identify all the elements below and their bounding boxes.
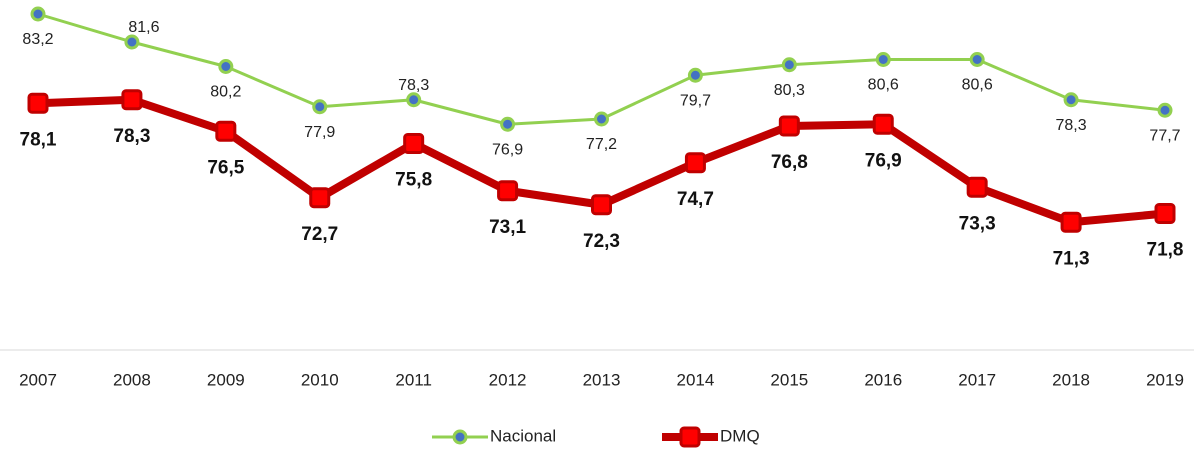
point <box>403 133 425 154</box>
data-label: 76,5 <box>207 157 244 178</box>
data-label: 77,2 <box>586 136 617 153</box>
legend-marker <box>679 426 701 448</box>
data-label: 78,3 <box>113 126 150 147</box>
point <box>27 92 49 114</box>
data-label: 71,8 <box>1147 240 1184 261</box>
x-tick-label: 2012 <box>489 370 527 389</box>
x-tick-label: 2010 <box>301 370 339 389</box>
point <box>309 187 331 209</box>
data-label: 81,6 <box>128 19 159 36</box>
data-label: 72,7 <box>301 224 338 245</box>
point <box>121 89 143 111</box>
data-label: 76,8 <box>771 152 808 173</box>
data-label: 71,3 <box>1053 248 1090 269</box>
data-label: 78,3 <box>398 77 429 94</box>
point <box>687 67 703 83</box>
x-tick-label: 2014 <box>677 370 715 389</box>
point <box>781 57 797 73</box>
point <box>1063 92 1079 108</box>
point <box>594 111 609 127</box>
x-tick-label: 2018 <box>1052 370 1090 389</box>
point <box>312 99 328 115</box>
legend-label: DMQ <box>720 426 760 445</box>
point <box>1154 203 1176 224</box>
point <box>500 116 516 132</box>
x-tick-label: 2009 <box>207 370 245 389</box>
data-label: 75,8 <box>395 170 432 191</box>
point <box>218 59 234 74</box>
x-tick-label: 2008 <box>113 370 151 389</box>
x-tick-label: 2016 <box>864 370 902 389</box>
point <box>591 194 612 216</box>
x-tick-label: 2015 <box>770 370 808 389</box>
point <box>215 120 237 142</box>
point <box>969 52 985 67</box>
point <box>497 180 519 202</box>
point <box>872 113 894 135</box>
point <box>1060 211 1082 233</box>
data-label: 78,1 <box>20 129 57 150</box>
point <box>30 6 46 22</box>
data-label: 76,9 <box>865 150 902 171</box>
point <box>778 115 800 137</box>
point <box>1157 102 1173 118</box>
data-label: 80,6 <box>962 77 993 94</box>
data-label: 72,3 <box>583 231 620 252</box>
data-label: 73,1 <box>489 217 526 238</box>
x-tick-label: 2011 <box>395 370 432 389</box>
data-label: 73,3 <box>959 213 996 234</box>
legend-label: Nacional <box>490 426 556 445</box>
legend-marker <box>452 429 468 445</box>
data-label: 77,9 <box>304 124 335 141</box>
data-label: 74,7 <box>677 189 714 210</box>
data-label: 77,7 <box>1149 127 1180 144</box>
x-tick-label: 2017 <box>958 370 996 389</box>
data-label: 80,3 <box>774 82 805 99</box>
point <box>684 152 706 174</box>
x-tick-label: 2007 <box>19 370 57 389</box>
point <box>966 176 988 198</box>
point <box>406 92 422 108</box>
series-line <box>37 12 1166 126</box>
data-label: 78,3 <box>1056 117 1087 134</box>
point <box>124 34 140 50</box>
data-label: 79,7 <box>680 92 711 109</box>
point <box>875 52 891 67</box>
x-tick-label: 2013 <box>583 370 621 389</box>
data-label: 83,2 <box>22 31 53 48</box>
data-label: 76,9 <box>492 141 523 158</box>
data-label: 80,6 <box>868 77 899 94</box>
data-label: 80,2 <box>210 84 241 101</box>
x-tick-label: 2019 <box>1146 370 1184 389</box>
